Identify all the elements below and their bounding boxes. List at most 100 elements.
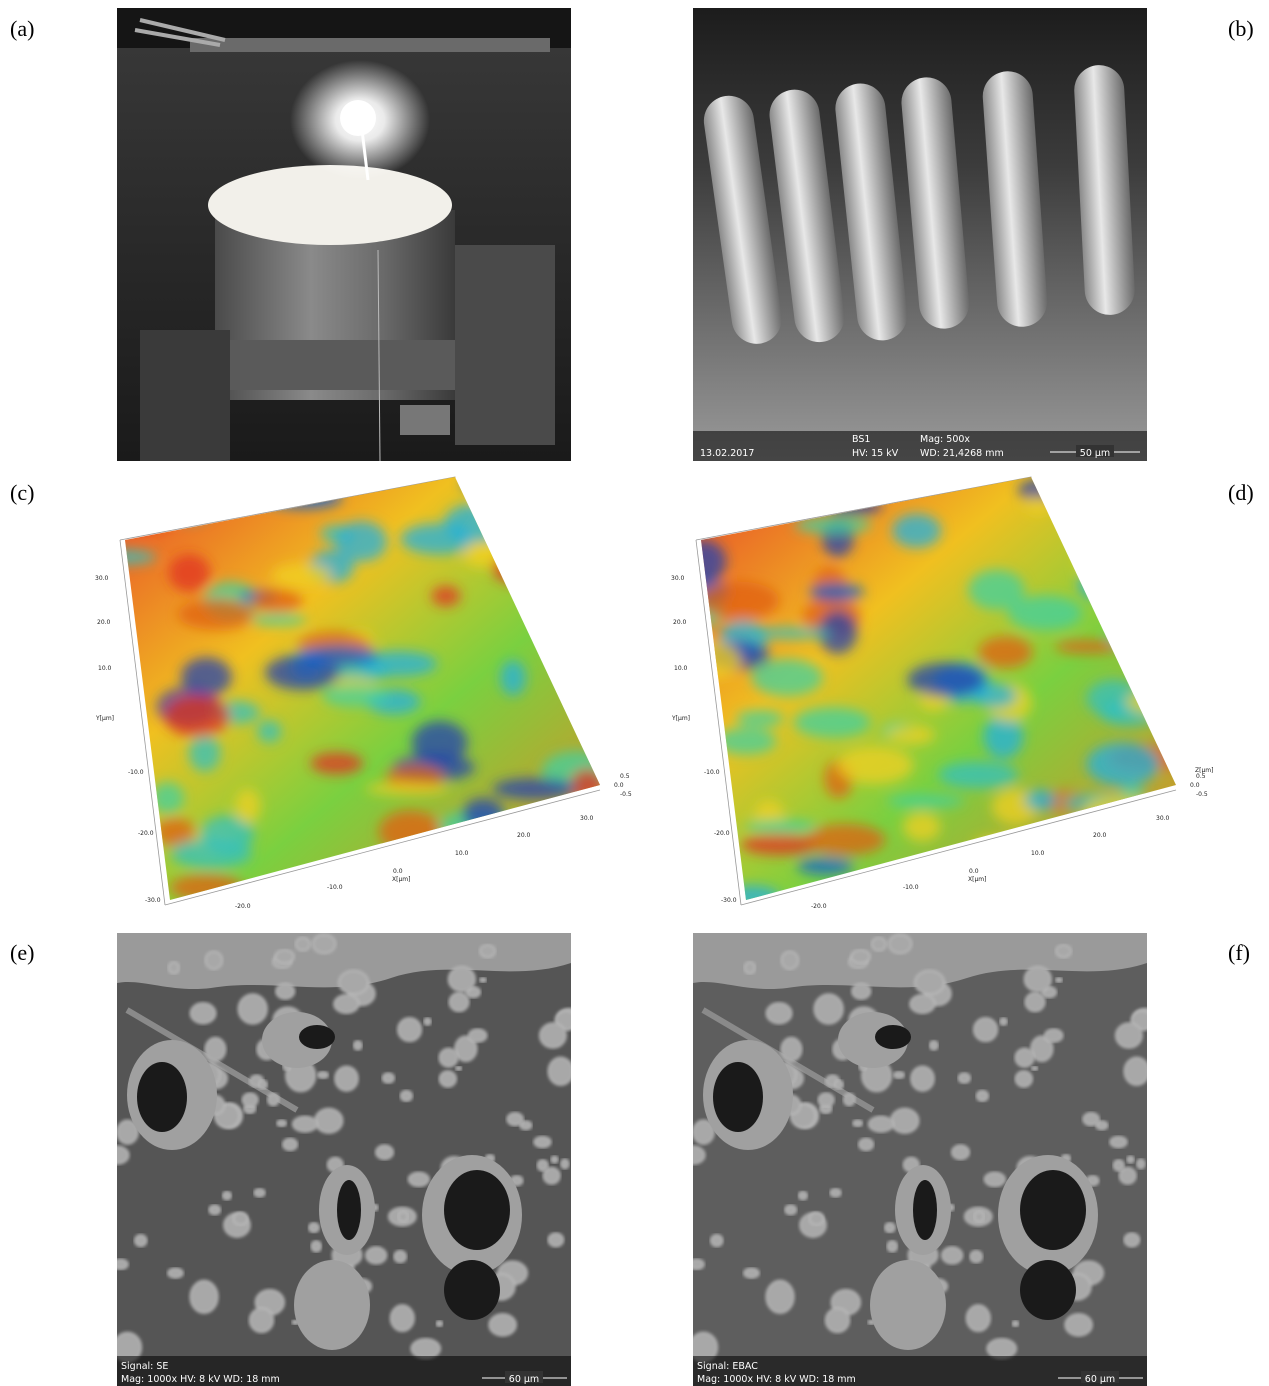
particle xyxy=(398,1211,408,1221)
particle xyxy=(930,1041,939,1050)
relief-blob xyxy=(171,838,253,868)
relief-blob xyxy=(500,660,526,695)
x-tick-label: -10.0 xyxy=(327,884,343,891)
particle xyxy=(911,1066,934,1091)
particle xyxy=(318,1072,329,1079)
particle xyxy=(976,1091,988,1102)
particle xyxy=(276,983,295,999)
particle xyxy=(334,995,359,1014)
particle xyxy=(223,1191,232,1200)
relief-blob xyxy=(974,836,1057,851)
relief-blob xyxy=(412,721,468,765)
pore xyxy=(444,1260,500,1320)
particle xyxy=(1045,1029,1063,1042)
info-text: Signal: EBAC xyxy=(697,1361,758,1372)
info-text: Signal: SE xyxy=(121,1361,168,1372)
particle xyxy=(942,1247,963,1264)
relief-blob xyxy=(84,549,156,565)
relief-blob xyxy=(1055,640,1120,654)
halo xyxy=(294,1260,370,1350)
y-tick-label: 30.0 xyxy=(95,575,109,582)
relief-blob xyxy=(757,470,785,495)
pore xyxy=(1020,1170,1086,1250)
y-tick-label: -10.0 xyxy=(128,769,144,776)
particle xyxy=(952,1145,970,1160)
relief-blob xyxy=(809,583,864,602)
relief-blob xyxy=(939,761,1019,788)
particle xyxy=(209,1205,221,1215)
scale-label: 50 µm xyxy=(1080,448,1110,459)
particle xyxy=(480,978,487,983)
particle xyxy=(1137,1159,1145,1169)
sem-image-e: Signal: SEMag: 1000x HV: 8 kV WD: 18 mm6… xyxy=(105,933,580,1386)
relief-blob xyxy=(178,599,255,630)
relief-blob xyxy=(968,570,1024,610)
z-tick-label: 0.0 xyxy=(1190,782,1200,789)
particle xyxy=(366,1247,387,1264)
relief-blob xyxy=(235,789,261,823)
relief-blob xyxy=(749,627,832,639)
relief-blob xyxy=(181,657,232,696)
particle xyxy=(259,1080,268,1089)
x-tick-label: 10.0 xyxy=(455,850,469,857)
x-tick-label: -10.0 xyxy=(903,884,919,891)
particle xyxy=(311,1241,321,1252)
particle xyxy=(785,1205,797,1215)
particle xyxy=(507,1113,523,1126)
relief-blob xyxy=(701,490,735,508)
particle xyxy=(168,1268,183,1278)
particle xyxy=(830,1189,841,1197)
info-text: HV: 15 kV xyxy=(852,448,899,459)
particle xyxy=(966,1305,990,1331)
photo-a xyxy=(117,8,571,461)
particle xyxy=(424,1018,431,1025)
particle xyxy=(809,1212,823,1225)
y-tick-label: -30.0 xyxy=(721,897,737,904)
pore xyxy=(913,1180,937,1240)
particle xyxy=(1012,1321,1018,1327)
relief-blob xyxy=(250,613,306,626)
x-axis-label: X[µm] xyxy=(968,876,986,883)
y-axis-label: Y[µm] xyxy=(671,715,690,722)
surface-plot-c: 30.020.010.0-10.0-20.0-30.0Y[µm]-20.0-10… xyxy=(82,465,632,915)
y-tick-label: 30.0 xyxy=(671,575,685,582)
particle xyxy=(1065,1314,1092,1336)
relief-blob xyxy=(373,878,400,916)
particle xyxy=(449,993,469,1012)
particle xyxy=(315,1108,343,1133)
particle xyxy=(844,1093,855,1105)
particle xyxy=(398,1018,422,1042)
info-text: Mag: 500x xyxy=(920,434,970,445)
particle xyxy=(400,1091,412,1102)
x-tick-label: 20.0 xyxy=(1093,832,1107,839)
particle xyxy=(869,1116,894,1132)
particle xyxy=(1116,1023,1143,1048)
particle xyxy=(835,1080,844,1089)
relief-blob xyxy=(1107,508,1186,547)
surface xyxy=(82,465,620,915)
relief-blob xyxy=(322,684,388,706)
particle xyxy=(249,1308,273,1332)
particle xyxy=(561,1159,569,1169)
relief-blob xyxy=(978,636,1032,668)
particle xyxy=(205,1037,226,1061)
pore xyxy=(1020,1260,1076,1320)
particle xyxy=(1032,1066,1038,1070)
relief-blob xyxy=(745,820,817,834)
y-tick-label: -10.0 xyxy=(704,769,720,776)
relief-blob xyxy=(892,514,941,548)
panel-label: (b) xyxy=(1228,16,1254,41)
relief-blob xyxy=(571,650,602,666)
relief-blob xyxy=(462,474,540,494)
particle xyxy=(1110,1136,1127,1147)
particle xyxy=(283,1138,298,1150)
particle xyxy=(190,1280,218,1313)
particle xyxy=(439,1048,458,1067)
particle xyxy=(296,938,310,951)
x-tick-label: 30.0 xyxy=(1156,815,1170,822)
y-tick-label: 20.0 xyxy=(673,619,687,626)
particle xyxy=(168,962,179,974)
particle xyxy=(853,1120,863,1127)
particle xyxy=(894,1072,905,1079)
